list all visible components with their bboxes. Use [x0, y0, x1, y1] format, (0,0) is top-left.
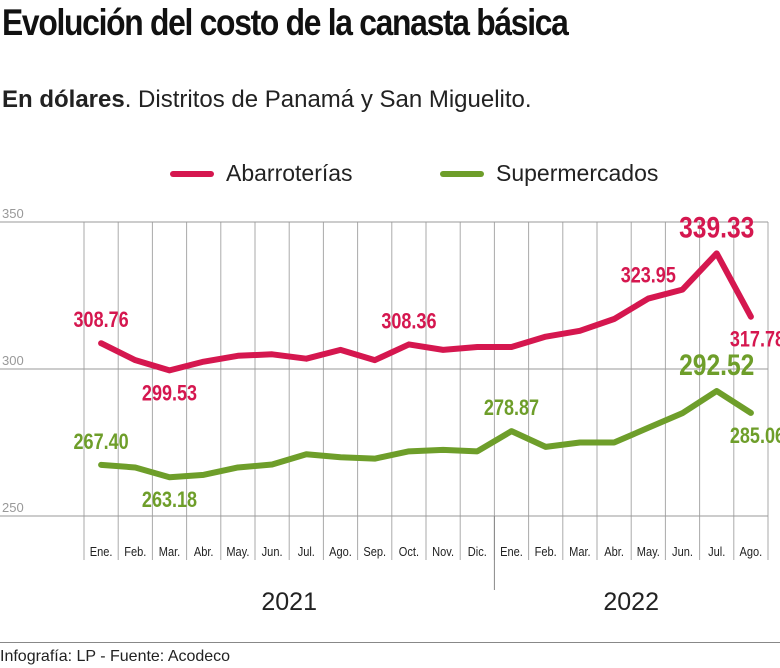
x-tick-label: Oct.: [399, 544, 419, 559]
footer-divider: [0, 642, 780, 643]
x-tick-label: Ene.: [500, 544, 523, 559]
subtitle-text: . Distritos de Panamá y San Miguelito.: [124, 86, 532, 113]
legend-item-supermercados: Supermercados: [440, 160, 658, 187]
data-label: 323.95: [621, 264, 676, 288]
series-line-abarroterías: [98, 250, 754, 374]
x-tick-label: Mar.: [159, 544, 180, 559]
data-label: 278.87: [484, 397, 539, 421]
x-tick-label: May.: [637, 544, 660, 559]
data-label: 263.18: [142, 489, 197, 513]
x-tick-label: Abr.: [194, 544, 214, 559]
series-line-supermercados: [98, 387, 754, 481]
x-tick-label: Jul.: [708, 544, 725, 559]
x-tick-label: May.: [226, 544, 249, 559]
x-tick-label: Jun.: [262, 544, 283, 559]
legend-swatch: [440, 170, 484, 177]
x-tick-label: Abr.: [604, 544, 624, 559]
year-label: 2021: [261, 588, 317, 616]
x-tick-label: Sep.: [363, 544, 386, 559]
legend-swatch: [170, 170, 214, 177]
data-label: 308.36: [381, 310, 436, 334]
x-tick-label: Jun.: [672, 544, 693, 559]
data-label: 299.53: [142, 382, 197, 406]
data-label: 317.78: [730, 328, 780, 352]
x-tick-label: Ago.: [329, 544, 352, 559]
x-tick-label: Ene.: [90, 544, 113, 559]
legend-item-abarroterias: Abarroterías: [170, 160, 353, 187]
x-tick-label: Ago.: [740, 544, 763, 559]
chart-subtitle: En dólares. Distritos de Panamá y San Mi…: [2, 86, 532, 114]
line-chart: 250 300 350 Ene. Feb. Mar. Abr. May. Jun. Jul. Ago…: [0, 206, 780, 616]
data-label: 339.33: [679, 210, 754, 244]
x-tick-label: Jul.: [298, 544, 315, 559]
x-tick-label: Feb.: [124, 544, 146, 559]
chart-title: Evolución del costo de la canasta básica: [2, 2, 569, 43]
x-tick-label: Mar.: [569, 544, 590, 559]
y-tick-label: 250: [2, 500, 24, 515]
data-label: 267.40: [74, 430, 129, 454]
year-label: 2022: [603, 588, 659, 616]
x-tick-label: Feb.: [535, 544, 557, 559]
data-label: 285.06: [730, 424, 780, 448]
x-tick-label: Nov.: [432, 544, 454, 559]
data-label: 292.52: [679, 348, 754, 382]
legend-label: Abarroterías: [226, 160, 353, 186]
x-tick-label: Dic.: [468, 544, 487, 559]
data-label: 308.76: [74, 309, 129, 333]
y-tick-label: 300: [2, 353, 24, 368]
y-tick-label: 350: [2, 206, 24, 221]
legend-label: Supermercados: [496, 160, 659, 186]
subtitle-bold: En dólares: [2, 86, 125, 113]
footer-credit: Infografía: LP - Fuente: Acodeco: [0, 648, 231, 665]
